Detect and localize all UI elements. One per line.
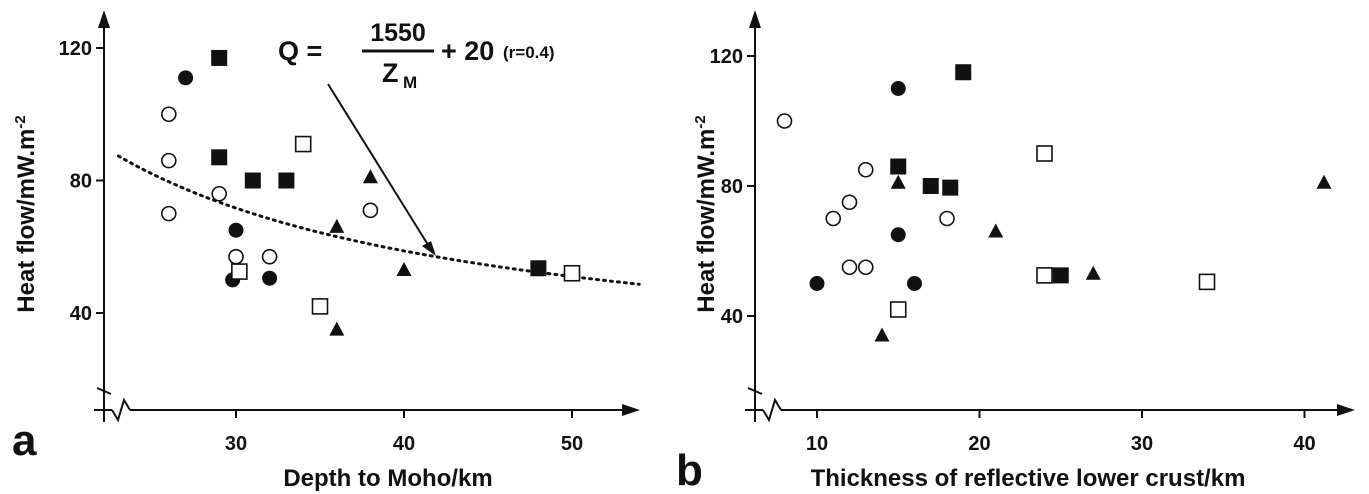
panel-b-x-label: Thickness of reflective lower crust/km: [811, 465, 1246, 492]
panel-b-point-open-circle: [776, 113, 793, 129]
equation-lhs: Q =: [278, 36, 322, 66]
panel-b-y-label-main: Heat flow/mW.m: [693, 129, 720, 313]
panel-b-point-filled-square: [955, 64, 972, 81]
panel-a-point-open-square: [311, 298, 329, 315]
panel-b: b Heat flow/mW.m-2 Thickness of reflecti…: [676, 115, 1245, 494]
equation-denominator: Z: [382, 58, 399, 88]
panel-a-x-label: Depth to Moho/km: [283, 465, 492, 492]
panel-a-point-open-square: [294, 135, 312, 153]
panel-b-point-filled-triangle: [1085, 265, 1101, 280]
panel-b-y-tick-label: 40: [721, 306, 743, 328]
panel-b-point-filled-circle: [809, 276, 825, 291]
panel-b-point-open-circle: [825, 210, 842, 227]
panel-b-x-tick-label: 30: [1131, 433, 1153, 455]
svg-text:Heat flow/mW.m-2: Heat flow/mW.m-2: [692, 115, 720, 312]
panel-b-point-open-square: [1036, 145, 1053, 162]
panel-a-y-tick-label: 120: [59, 38, 92, 60]
panel-b-point-filled-square: [1052, 267, 1069, 284]
panel-a-point-filled-square: [530, 260, 547, 277]
panel-a-point-open-circle: [161, 152, 177, 169]
panel-a-point-open-circle: [261, 248, 278, 265]
panel-b-point-filled-circle: [890, 81, 906, 96]
panel-b-x-tick-label: 40: [1293, 433, 1315, 455]
panel-b-point-filled-square: [922, 178, 939, 194]
panel-a-point-filled-square: [211, 49, 228, 66]
panel-a-x-tick-label: 30: [225, 433, 247, 455]
panel-a-point-open-square: [231, 263, 248, 280]
panel-a-point-open-circle: [161, 205, 177, 222]
equation-note: (r=0.4): [503, 43, 555, 62]
panel-a-point-filled-square: [211, 149, 228, 166]
panel-b-point-open-circle: [857, 259, 874, 276]
panel-a-point-filled-triangle: [396, 261, 412, 276]
panel-b-point-open-square: [889, 301, 907, 318]
panel-a-point-open-circle: [228, 248, 244, 265]
panel-b-x-axis-arrow: [1337, 404, 1355, 416]
panel-b-point-open-square: [1198, 273, 1216, 291]
panel-a-y-tick-label: 80: [70, 171, 92, 193]
panel-b-x-tick-label: 10: [806, 433, 828, 455]
panel-b-point-open-circle: [857, 161, 874, 178]
panel-b-point-open-circle: [841, 194, 858, 211]
panel-a-point-filled-circle: [178, 70, 194, 86]
panel-a-point-filled-square: [244, 172, 261, 189]
panel-a-point-open-circle: [362, 202, 379, 219]
panel-b-point-filled-triangle: [1316, 174, 1332, 189]
panel-a-point-filled-square: [278, 172, 295, 189]
equation-arrow-line: [327, 83, 431, 249]
panel-a-y-label: Heat flow/mW.m-2: [12, 115, 40, 312]
panel-a-point-filled-circle: [228, 222, 244, 238]
panel-b-point-filled-square: [890, 158, 907, 175]
equation-numerator: 1550: [370, 19, 426, 47]
panel-b-y-axis-arrow: [749, 10, 761, 28]
panel-b-point-open-square: [1036, 267, 1053, 284]
panel-b-point-filled-triangle: [890, 174, 906, 189]
panel-b-point-filled-circle: [890, 227, 906, 243]
equation-denominator-sub: M: [403, 73, 417, 92]
panel-a-letter: a: [12, 416, 37, 465]
panel-a-point-filled-triangle: [329, 218, 345, 233]
panel-a-y-axis-arrow: [98, 10, 110, 28]
panel-a-x-tick-label: 40: [393, 433, 415, 455]
panel-b-point-open-circle: [841, 259, 858, 276]
panel-b-y-axis-break: [747, 387, 763, 395]
panel-a-x-axis-arrow: [622, 404, 640, 416]
panel-b-point-filled-triangle: [988, 223, 1004, 238]
panel-b-y-tick-label: 120: [710, 46, 743, 68]
panel-a: a Heat flow/mW.m-2 Depth to Moho/km Q = …: [12, 19, 555, 492]
equation-rhs: + 20: [441, 36, 494, 66]
panel-a-fit-curve: [116, 154, 641, 286]
equation-arrow-head: [422, 241, 436, 256]
panel-a-x-tick-label: 50: [561, 433, 583, 455]
panel-b-letter: b: [676, 446, 703, 494]
panel-a-point-open-circle: [161, 106, 177, 123]
svg-text:Heat flow/mW.m-2: Heat flow/mW.m-2: [12, 115, 40, 312]
panel-a-point-filled-circle: [262, 270, 278, 286]
panel-b-y-label: Heat flow/mW.m-2: [692, 115, 720, 312]
panel-b-point-filled-square: [942, 179, 959, 196]
panel-b-point-filled-circle: [907, 276, 922, 291]
panel-a-x-axis-break: [111, 397, 131, 423]
panel-a-y-label-main: Heat flow/mW.m: [13, 129, 40, 313]
panel-a-point-open-circle: [211, 185, 227, 202]
panel-b-y-label-sup: -2: [692, 115, 709, 128]
panel-a-point-filled-triangle: [329, 321, 345, 336]
panel-a-y-axis-break: [96, 387, 112, 395]
panel-a-point-filled-triangle: [362, 169, 378, 184]
panel-b-point-open-circle: [939, 210, 955, 227]
panel-a-equation: Q = 1550 Z M + 20 (r=0.4): [278, 19, 555, 256]
panel-b-x-axis-break: [762, 397, 782, 423]
chart-marks: 40 80 120 30 40 50 40 80 120 10 20 30 40: [59, 10, 1355, 455]
panel-a-y-tick-label: 40: [70, 303, 92, 325]
panel-a-y-label-sup: -2: [12, 115, 29, 128]
panel-b-y-tick-label: 80: [721, 176, 743, 198]
panel-b-point-filled-triangle: [874, 327, 890, 342]
panel-b-x-tick-label: 20: [968, 433, 990, 455]
panel-a-point-open-square: [563, 264, 581, 282]
